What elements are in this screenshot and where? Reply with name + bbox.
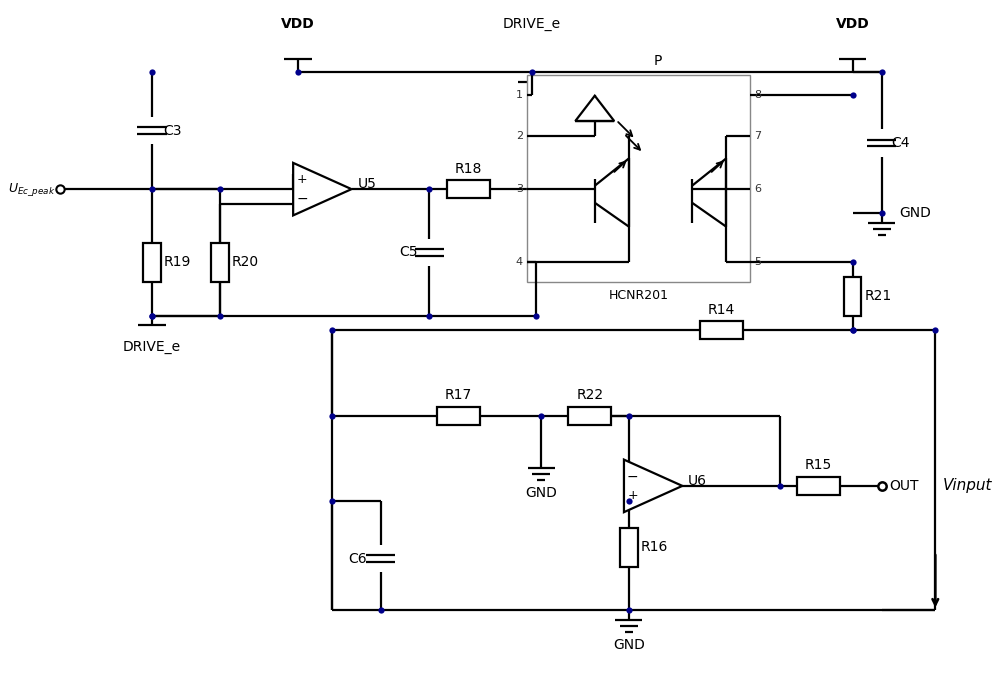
Text: GND: GND	[899, 206, 931, 220]
Text: VDD: VDD	[836, 17, 869, 30]
Text: P: P	[654, 53, 662, 68]
Text: HCNR201: HCNR201	[609, 289, 669, 302]
Text: GND: GND	[525, 486, 557, 500]
Polygon shape	[293, 163, 352, 216]
Text: R21: R21	[864, 289, 892, 303]
Text: Vinput: Vinput	[943, 479, 993, 493]
Text: R17: R17	[445, 388, 472, 402]
Text: R14: R14	[708, 303, 735, 316]
Bar	[211, 243, 229, 282]
Text: 2: 2	[516, 130, 523, 141]
Text: R18: R18	[455, 162, 482, 176]
Text: C3: C3	[164, 124, 182, 138]
Text: DRIVE_e: DRIVE_e	[123, 340, 181, 354]
Bar	[620, 528, 638, 566]
Text: OUT: OUT	[890, 479, 919, 493]
Text: C5: C5	[399, 245, 418, 260]
Text: C4: C4	[892, 136, 910, 150]
Text: U6: U6	[688, 474, 707, 488]
Text: +: +	[627, 489, 638, 502]
Bar	[700, 322, 743, 339]
Bar	[447, 180, 490, 198]
Text: 5: 5	[754, 257, 761, 267]
Bar	[437, 407, 480, 425]
Text: U5: U5	[357, 177, 376, 191]
Text: +: +	[297, 173, 307, 186]
Bar	[143, 243, 161, 282]
Text: $U_{Ec\_peak}$: $U_{Ec\_peak}$	[8, 180, 56, 197]
Text: DRIVE_e: DRIVE_e	[502, 17, 561, 30]
Text: 3: 3	[516, 184, 523, 194]
Bar	[568, 407, 611, 425]
Text: 1: 1	[516, 90, 523, 100]
Bar	[797, 477, 840, 495]
Text: R20: R20	[232, 255, 259, 269]
Text: −: −	[296, 191, 308, 206]
Text: R15: R15	[805, 458, 832, 473]
Text: −: −	[627, 469, 639, 483]
Text: R16: R16	[640, 540, 668, 554]
Text: VDD: VDD	[281, 17, 315, 30]
Text: R22: R22	[576, 388, 603, 402]
Bar	[527, 75, 750, 282]
Bar	[844, 276, 861, 316]
Text: 6: 6	[754, 184, 761, 194]
Polygon shape	[624, 460, 682, 512]
Text: GND: GND	[613, 637, 645, 652]
Text: C6: C6	[348, 552, 367, 566]
Text: 4: 4	[516, 257, 523, 267]
Text: 8: 8	[754, 90, 761, 100]
Text: 7: 7	[754, 130, 761, 141]
Text: R19: R19	[164, 255, 191, 269]
